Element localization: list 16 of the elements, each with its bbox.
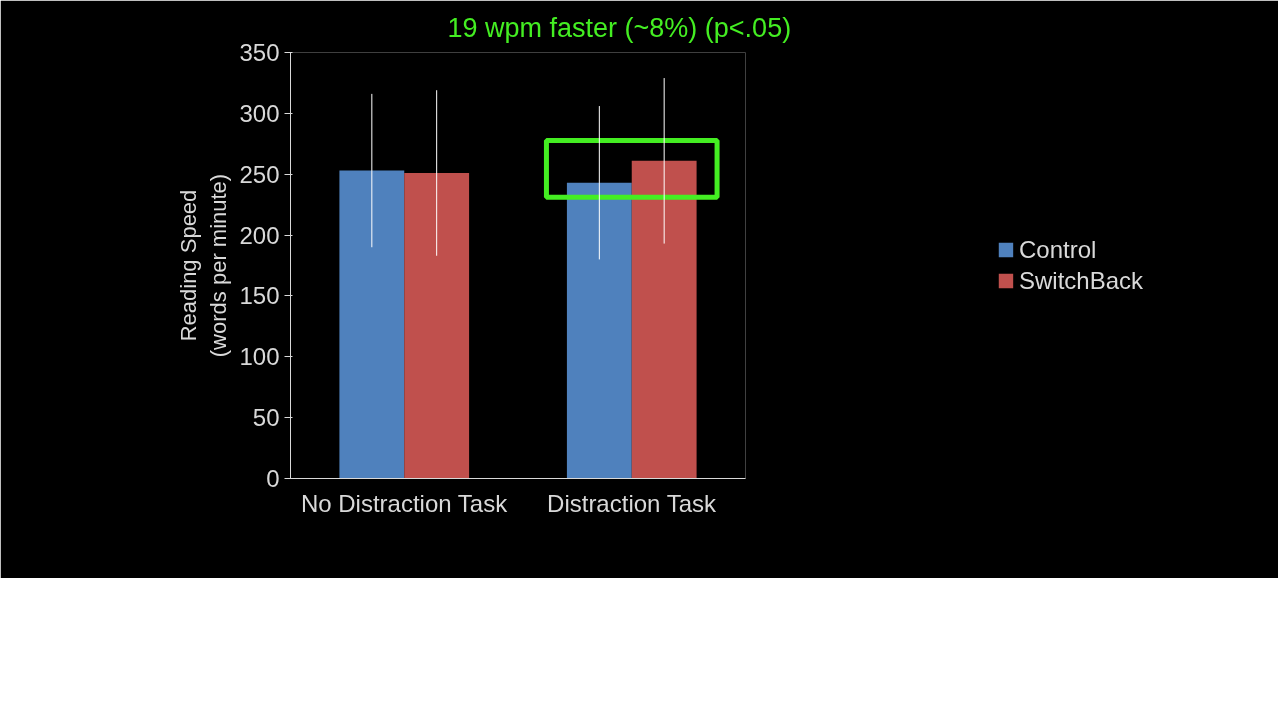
y-tick-label: 200 bbox=[239, 221, 280, 249]
bar bbox=[404, 173, 470, 479]
x-tick-label: Distraction Task bbox=[547, 489, 718, 517]
y-tick-label: 0 bbox=[266, 465, 280, 492]
legend-label: Control bbox=[1018, 235, 1097, 264]
y-axis-title: Reading Speed (words per minute) bbox=[176, 173, 232, 358]
y-tick-label: 150 bbox=[239, 282, 280, 310]
y-tick-label: 250 bbox=[239, 160, 280, 188]
bar bbox=[339, 170, 405, 479]
x-tick-label: No Distraction Task bbox=[300, 489, 509, 517]
y-tick-label: 100 bbox=[239, 343, 280, 371]
y-tick-label: 300 bbox=[239, 99, 280, 127]
legend-label: SwitchBack bbox=[1018, 266, 1144, 295]
y-tick-label: 350 bbox=[239, 39, 280, 66]
text: 19 wpm faster (~8%) (p<.05) bbox=[447, 12, 792, 43]
y-tick-label: 50 bbox=[252, 404, 280, 432]
